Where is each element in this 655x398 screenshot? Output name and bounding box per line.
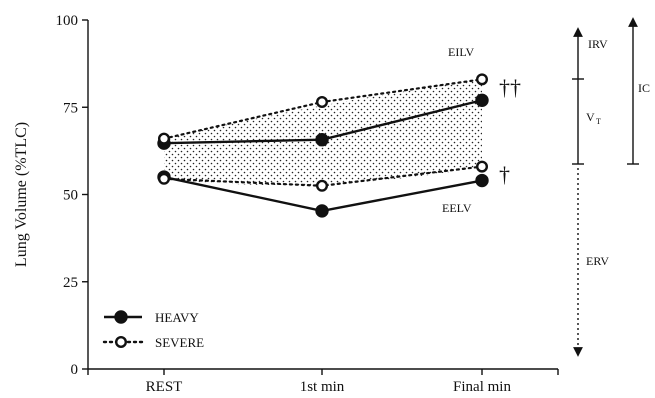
data-point-heavy-eilv xyxy=(315,133,329,147)
y-tick-label: 0 xyxy=(71,362,79,378)
ic-label: IC xyxy=(638,81,650,95)
single-dagger-mark: † xyxy=(499,162,510,187)
data-series xyxy=(157,73,489,218)
data-point-severe-eilv xyxy=(476,73,489,86)
data-point-severe-eelv xyxy=(476,160,489,173)
eilv-label: EILV xyxy=(448,45,475,59)
y-tick-label: 100 xyxy=(56,13,79,29)
data-point-severe-eilv xyxy=(157,132,170,145)
legend: HEAVY SEVERE xyxy=(102,310,204,350)
vt-subscript: T xyxy=(596,117,601,126)
y-tick-label: 75 xyxy=(63,100,78,116)
data-point-heavy-eelv xyxy=(475,173,489,188)
legend-label-heavy: HEAVY xyxy=(155,310,199,325)
data-point-heavy-eelv xyxy=(315,204,329,218)
shaded-region-layer xyxy=(164,79,482,186)
x-tick-label: Final min xyxy=(453,379,511,395)
shaded-region xyxy=(164,79,482,186)
legend-marker-heavy xyxy=(114,310,128,324)
legend-marker-severe xyxy=(114,336,127,349)
data-point-severe-eilv xyxy=(316,96,329,109)
double-dagger-mark: †† xyxy=(499,75,521,100)
y-axis-title: Lung Volume (%TLC) xyxy=(13,122,30,267)
x-tick-label: REST xyxy=(146,379,183,395)
y-tick-label: 50 xyxy=(63,188,78,204)
eelv-label: EELV xyxy=(442,201,472,215)
vt-label: V xyxy=(586,110,595,124)
erv-label: ERV xyxy=(586,254,609,268)
irv-label: IRV xyxy=(588,37,608,51)
data-point-severe-eelv xyxy=(157,172,170,185)
x-tick-label: 1st min xyxy=(300,379,345,395)
data-point-heavy-eilv xyxy=(475,93,489,107)
data-point-severe-eelv xyxy=(316,179,329,192)
y-tick-label: 25 xyxy=(63,275,78,291)
legend-label-severe: SEVERE xyxy=(155,335,204,350)
axes: 0 25 50 75 100 REST 1st min Final min Lung Volum… xyxy=(13,13,559,395)
